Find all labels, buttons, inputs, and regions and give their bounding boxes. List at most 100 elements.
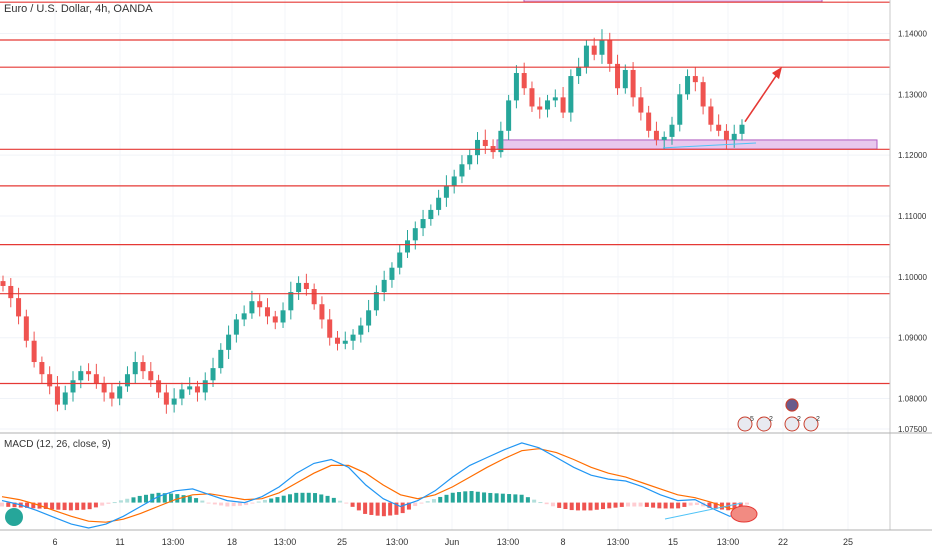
candle-body xyxy=(482,139,488,147)
macd-highlight-ellipse xyxy=(730,505,758,523)
candle-body xyxy=(303,282,309,290)
candle-body xyxy=(467,155,473,165)
candle-body xyxy=(249,301,255,314)
event-flag-icon xyxy=(756,416,772,432)
macd-histogram-bar xyxy=(175,494,180,503)
macd-histogram-bar xyxy=(400,502,405,514)
macd-histogram-bar xyxy=(106,502,111,504)
candle-body xyxy=(342,340,348,344)
candle-body xyxy=(397,252,403,268)
macd-histogram-bar xyxy=(237,502,242,506)
zone-layer xyxy=(496,0,878,150)
macd-histogram-bar xyxy=(169,493,174,503)
macd-histogram-bar xyxy=(482,492,487,503)
price-tick-label: 1.13000 xyxy=(898,90,927,99)
macd-histogram-bar xyxy=(525,497,530,503)
candle-body xyxy=(163,392,169,405)
macd-histogram-bar xyxy=(275,497,280,503)
candle-body xyxy=(513,73,519,101)
candle-body xyxy=(117,386,123,399)
candle-body xyxy=(156,380,162,393)
candle-body xyxy=(280,310,286,323)
macd-histogram-bar xyxy=(331,497,336,503)
macd-histogram-bar xyxy=(369,502,374,515)
time-tick-label: 6 xyxy=(52,537,57,547)
time-tick-label: 13:00 xyxy=(717,537,740,547)
candle-body xyxy=(109,392,115,399)
candle-body xyxy=(54,386,60,405)
candle-body xyxy=(47,374,53,387)
macd-histogram-bar xyxy=(287,494,292,503)
candle-body xyxy=(39,362,45,375)
grid-layer xyxy=(0,0,890,530)
macd-histogram-bar xyxy=(669,502,674,509)
macd-histogram-bar xyxy=(707,502,712,508)
macd-histogram-bar xyxy=(450,492,455,503)
macd-panel: 0.006000.00200-0.00200 xyxy=(0,440,930,529)
candle-body xyxy=(576,66,582,77)
macd-histogram-bar xyxy=(212,502,217,505)
candle-body xyxy=(436,197,442,210)
time-tick-label: 15 xyxy=(668,537,678,547)
candle-body xyxy=(677,94,683,125)
macd-histogram-bar xyxy=(463,491,468,503)
macd-histogram-bar xyxy=(12,502,17,508)
candle-body xyxy=(16,298,22,317)
macd-histogram-bar xyxy=(131,497,136,503)
macd-histogram-bar xyxy=(118,500,123,503)
candle-body xyxy=(194,386,200,393)
candle-body xyxy=(591,45,597,55)
macd-histogram-bar xyxy=(663,502,668,509)
macd-histogram-bar xyxy=(325,495,330,503)
macd-histogram-bar xyxy=(563,502,568,510)
candle-body xyxy=(607,39,613,64)
support-zone xyxy=(523,0,823,3)
time-tick-label: 18 xyxy=(227,537,237,547)
macd-histogram-bar xyxy=(626,502,631,507)
macd-histogram-bar xyxy=(219,502,224,506)
candle-body xyxy=(405,240,411,253)
candle-body xyxy=(218,349,224,369)
macd-histogram-bar xyxy=(50,502,55,510)
macd-histogram-bar xyxy=(613,502,618,508)
macd-histogram-bar xyxy=(438,496,443,503)
macd-divergence-line xyxy=(664,502,743,520)
macd-histogram-bar xyxy=(726,502,731,511)
macd-histogram-bar xyxy=(200,500,205,503)
candle-body xyxy=(233,319,239,335)
candle-body xyxy=(132,362,138,375)
candle-body xyxy=(716,124,722,131)
macd-histogram-bar xyxy=(0,502,4,507)
macd-histogram-bar xyxy=(488,492,493,503)
time-tick-label: 25 xyxy=(843,537,853,547)
candle-body xyxy=(685,76,691,95)
macd-histogram-bar xyxy=(632,502,637,507)
macd-histogram-bar xyxy=(519,494,524,503)
candle-body xyxy=(692,76,698,83)
event-count-label: 5 xyxy=(750,416,754,423)
macd-histogram-bar xyxy=(732,502,737,509)
candle-body xyxy=(187,386,193,390)
signal-line xyxy=(1,448,748,523)
candle-body xyxy=(62,392,68,405)
macd-histogram-bar xyxy=(651,502,656,508)
candle-body xyxy=(700,82,706,107)
candle-body xyxy=(226,334,232,350)
candle-body xyxy=(327,319,333,338)
candle-layer xyxy=(0,29,745,414)
macd-histogram-bar xyxy=(25,502,30,508)
price-tick-label: 1.12000 xyxy=(898,151,927,160)
support-zone xyxy=(496,139,878,150)
macd-histogram-bar xyxy=(494,493,499,503)
candle-body xyxy=(381,279,387,293)
candle-body xyxy=(140,362,146,372)
macd-histogram-bar xyxy=(469,491,474,503)
time-tick-label: 13:00 xyxy=(497,537,520,547)
candle-body xyxy=(23,316,29,341)
macd-histogram-bar xyxy=(350,502,355,507)
candle-body xyxy=(560,97,566,113)
candle-body xyxy=(428,209,434,220)
macd-histogram-bar xyxy=(388,502,393,516)
